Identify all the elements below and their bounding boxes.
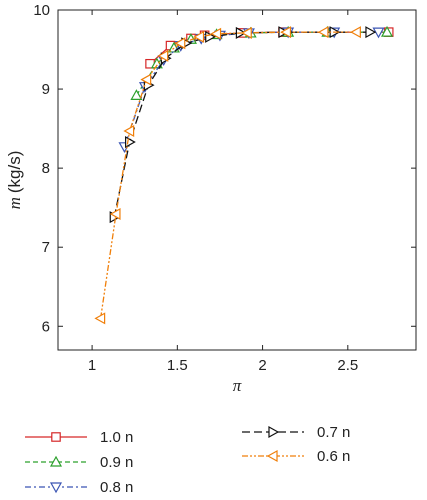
data-point <box>94 312 106 325</box>
x-tick-label: 2 <box>258 357 266 374</box>
series-line <box>149 31 389 65</box>
y-tick-label: 9 <box>42 81 50 98</box>
series-3 <box>109 26 377 224</box>
legend-marker <box>51 432 61 442</box>
data-point <box>123 124 135 137</box>
data-point <box>109 207 121 221</box>
data-point <box>174 37 186 50</box>
data-point <box>365 26 377 39</box>
legend-label: 0.8 n <box>100 479 133 496</box>
data-point <box>380 25 394 37</box>
y-axis-symbol: m <box>5 197 24 209</box>
data-point <box>140 73 152 86</box>
legend-label: 1.0 n <box>100 429 133 446</box>
plot-frame <box>57 9 417 351</box>
legend-item: 0.9 n <box>25 454 133 471</box>
data-point <box>280 26 292 39</box>
legend-label: 0.9 n <box>100 454 133 471</box>
series-line <box>113 31 370 218</box>
series-line <box>123 31 379 148</box>
data-point <box>124 136 136 149</box>
data-point <box>193 30 205 43</box>
axis-ticks: 1 1.5 2 2.5 6 7 8 9 10 <box>33 2 416 374</box>
y-axis-unit: (kg/s) <box>5 151 24 194</box>
data-point <box>210 27 222 40</box>
legend-marker <box>268 425 280 439</box>
data-point <box>240 26 252 39</box>
series-4 <box>94 26 361 325</box>
x-axis-label: π <box>233 376 242 395</box>
y-axis-label: m (kg/s) <box>5 151 24 210</box>
legend-label: 0.7 n <box>317 424 350 441</box>
x-tick-label: 2.5 <box>337 357 358 374</box>
data-point <box>372 27 385 39</box>
legend-marker <box>49 455 63 467</box>
legend-item: 1.0 n <box>25 429 133 446</box>
legend-label: 0.6 n <box>317 448 350 465</box>
y-tick-label: 8 <box>42 160 50 177</box>
data-point <box>157 49 169 62</box>
legend-item: 0.6 n <box>242 448 350 465</box>
data-point <box>350 26 361 39</box>
legend-marker <box>266 449 278 463</box>
x-tick-label: 1.5 <box>167 357 188 374</box>
series-line <box>99 31 357 319</box>
legend: 1.0 n 0.9 n 0.8 n 0.7 n 0.6 n <box>25 424 350 496</box>
legend-marker <box>49 482 63 494</box>
series-2 <box>118 27 385 154</box>
y-tick-label: 7 <box>42 239 50 256</box>
legend-item: 0.8 n <box>25 479 133 496</box>
data-point <box>130 89 143 100</box>
x-tick-label: 1 <box>88 357 96 374</box>
series-layer <box>94 25 394 325</box>
y-tick-label: 6 <box>42 318 50 335</box>
y-tick-label: 10 <box>33 2 50 19</box>
data-point <box>317 26 329 39</box>
series-1 <box>130 25 394 100</box>
legend-item: 0.7 n <box>242 424 350 441</box>
